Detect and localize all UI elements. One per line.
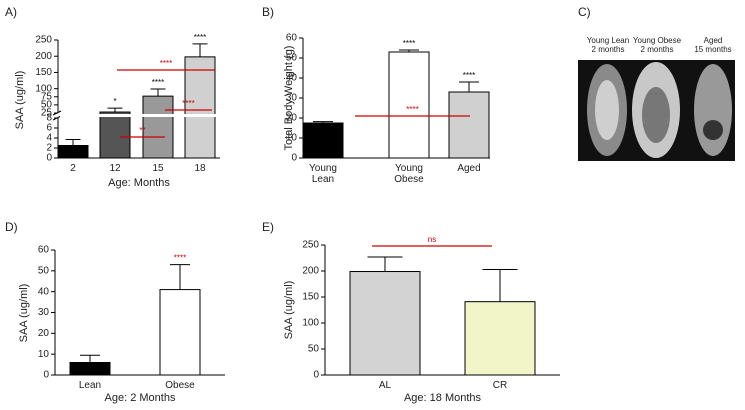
y-tick-label: 10 [286,133,298,144]
mri-body [642,87,670,143]
y-axis-title: SAA (ug/ml) [283,281,295,340]
y-tick-label: 30 [38,307,50,318]
x-tick-label: Aged [457,163,481,174]
y-tick-label: 100 [35,83,52,94]
mri-body [595,80,619,140]
axis-break [52,115,62,121]
comparison-label: **** [406,105,418,114]
bar [464,301,536,376]
image-caption: Aged 15 months [694,36,732,54]
bar [159,289,201,376]
x-tick-label: CR [492,380,508,391]
significance-label: **** [152,78,164,87]
x-tick-label: 15 [152,163,164,174]
y-tick-label: 10 [38,349,50,360]
comparison-label: **** [160,59,172,68]
mri-body [703,120,723,140]
bar [99,111,131,159]
y-tick-label: 8 [46,113,52,124]
bar [349,271,421,376]
y-tick-label: 100 [302,318,319,329]
bar [57,145,89,159]
x-tick-label: AL [378,380,392,391]
significance-label: **** [174,254,186,263]
bar [184,56,216,159]
bar [388,51,430,159]
comparison-label: **** [182,99,194,108]
y-tick-label: 0 [43,370,49,381]
y-tick-label: 40 [286,73,298,84]
y-tick-label: 0 [313,370,319,381]
x-axis-title: Age: Months [108,177,170,189]
y-tick-label: 150 [302,292,319,303]
y-tick-label: 60 [38,245,50,256]
panel-label: B) [262,5,274,19]
panel-label: A) [5,5,17,19]
significance-label: **** [194,33,206,42]
y-tick-label: 250 [35,35,52,46]
y-tick-label: 20 [38,328,50,339]
bar [448,91,490,159]
y-tick-label: 0 [46,153,52,164]
significance-label: **** [463,71,475,80]
image-caption: Young Obese 2 months [632,36,682,54]
significance-label: **** [403,39,415,48]
bar [69,362,111,376]
y-tick-label: 50 [308,344,320,355]
bar [302,122,344,159]
y-tick-label: 4 [46,133,52,144]
panel-label: C) [578,5,591,19]
x-tick-label: Obese [165,380,195,391]
panel-label: E) [262,220,274,234]
y-tick-label: 0 [291,153,297,164]
y-tick-label: 60 [286,33,298,44]
x-tick-label: Lean [78,380,102,391]
significance-label: * [113,97,116,106]
y-axis-title: SAA (ug/ml) [18,284,30,343]
y-tick-label: 200 [302,266,319,277]
mri-body [694,64,732,156]
y-tick-label: 25 [41,108,53,119]
x-axis-title: Age: 18 Months [403,392,482,404]
y-tick-label: 20 [286,113,298,124]
panel-label: D) [5,220,18,234]
image-caption: Young Lean 2 months [586,36,630,54]
y-tick-label: 250 [302,240,319,251]
y-tick-label: 50 [38,265,50,276]
break-band [60,114,222,117]
y-axis-title: SAA (ug/ml) [14,71,26,130]
y-tick-label: 30 [286,93,298,104]
y-tick-label: 50 [41,100,53,111]
y-axis-title: Total Body Weight (g) [283,46,295,151]
x-tick-label: Young Lean [309,163,337,185]
x-tick-label: 2 [70,163,76,174]
axis-break [52,110,62,116]
y-tick-label: 150 [35,67,52,78]
x-tick-label: 12 [109,163,121,174]
y-tick-label: 50 [286,53,298,64]
comparison-label: ** [139,126,145,135]
bar [142,95,174,159]
y-tick-label: 75 [41,91,53,102]
y-tick-label: 6 [46,123,52,134]
x-tick-label: Young Obese [394,163,424,185]
y-tick-label: 2 [46,143,52,154]
x-axis-title: Age: 2 Months [104,392,176,404]
y-tick-label: 40 [38,286,50,297]
x-tick-label: 18 [194,163,206,174]
y-tick-label: 200 [35,51,52,62]
comparison-label: ns [428,235,436,244]
